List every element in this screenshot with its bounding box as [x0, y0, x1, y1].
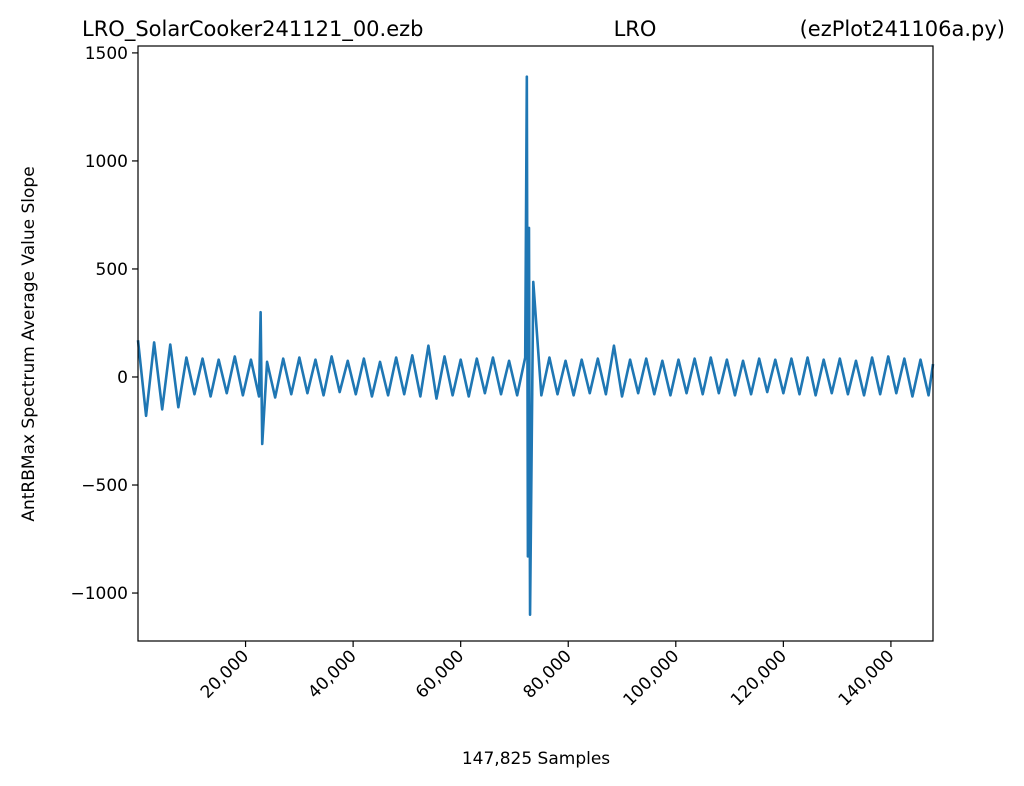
x-tick-label: 20,000: [197, 646, 253, 702]
y-tick-label: 0: [117, 368, 128, 388]
x-tick-label: 140,000: [835, 646, 899, 710]
plot-frame: [137, 45, 934, 642]
x-tick-label: 80,000: [520, 646, 576, 702]
y-tick-label: −1000: [70, 584, 128, 604]
x-tick-label: 40,000: [304, 646, 360, 702]
y-tick-label: 500: [96, 260, 128, 280]
x-axis-label: 147,825 Samples: [462, 749, 610, 769]
y-tick-label: 1000: [85, 152, 128, 172]
x-tick-label: 100,000: [619, 646, 683, 710]
x-tick-label: 120,000: [727, 646, 791, 710]
y-axis-label: AntRBMax Spectrum Average Value Slope: [19, 166, 39, 521]
chart-title-site: LRO: [614, 17, 657, 41]
y-tick-label: −500: [81, 476, 128, 496]
y-tick-label: 1500: [85, 44, 128, 64]
x-tick-label: 60,000: [412, 646, 468, 702]
data-line: [136, 75, 935, 616]
chart-title-script: (ezPlot241106a.py): [800, 17, 1005, 41]
chart-title-file: LRO_SolarCooker241121_00.ezb: [82, 17, 424, 42]
